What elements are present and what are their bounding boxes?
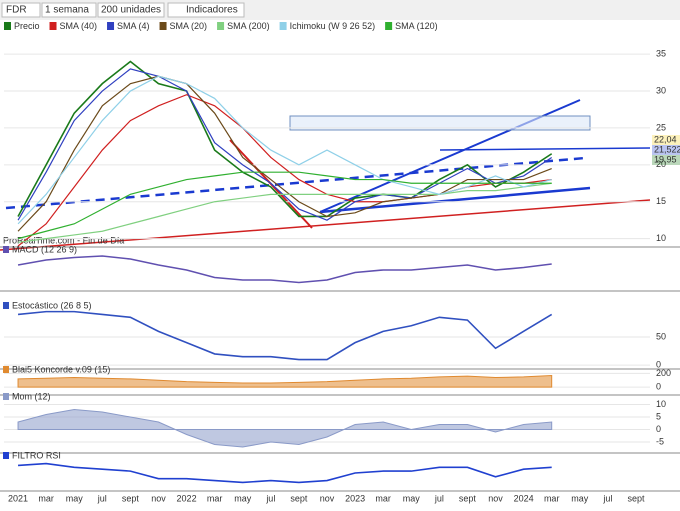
line: [17, 171, 552, 240]
trend-red: [0, 199, 651, 251]
x-tick-label: may: [234, 493, 252, 503]
panel-icon: [3, 393, 9, 400]
area: [17, 408, 553, 448]
y-tick-label: 50: [656, 331, 666, 341]
price-tag: [652, 135, 680, 145]
legend-swatch: [107, 22, 115, 30]
price-tag-label: 22,04: [654, 134, 677, 144]
panel-title: FILTRO RSI: [12, 450, 61, 460]
price-tag-label: 21,522: [654, 144, 680, 154]
y-tick-label: 35: [656, 49, 666, 59]
indicators[interactable]: Indicadores: [186, 5, 238, 16]
y-tick-label: 0: [656, 360, 661, 370]
panel-title: Mom (12): [12, 391, 51, 401]
line: [17, 255, 552, 284]
panel-icon: [3, 246, 9, 253]
legend-swatch: [279, 22, 287, 30]
y-tick-label: 30: [656, 85, 666, 95]
ticker[interactable]: FDR: [6, 5, 27, 16]
legend-swatch: [159, 22, 167, 30]
zone: [289, 115, 591, 131]
x-tick-label: may: [571, 493, 589, 503]
x-tick-label: may: [403, 493, 421, 503]
price-tag-label: 19,95: [654, 154, 677, 164]
ticker-box[interactable]: [1, 2, 41, 18]
legend-label: SMA (120): [395, 21, 438, 31]
x-tick-label: mar: [207, 493, 223, 503]
line: [17, 68, 553, 221]
legend-swatch: [217, 22, 225, 30]
panel-icon: [3, 302, 9, 309]
price-tag: [652, 155, 680, 165]
x-tick-label: sept: [122, 493, 140, 503]
x-tick-label: 2021: [8, 493, 28, 503]
x-tick-label: 2024: [514, 493, 534, 503]
x-tick-label: mar: [544, 493, 560, 503]
x-tick-label: nov: [488, 493, 503, 503]
x-tick-label: jul: [265, 493, 275, 503]
legend-swatch: [49, 22, 57, 30]
line: [17, 462, 552, 484]
y-tick-label: 20: [656, 159, 666, 169]
x-tick-label: mar: [38, 493, 54, 503]
panel-title: Blai5 Koncorde v.09 (15): [12, 364, 110, 374]
y-tick-label: 10: [656, 399, 666, 409]
trend-horizontal: [439, 147, 651, 151]
x-tick-label: 2023: [345, 493, 365, 503]
y-tick-label: 25: [656, 122, 666, 132]
x-tick-label: jul: [602, 493, 612, 503]
footer: ProRealTime.com - Fin de Día: [3, 235, 124, 245]
legend-swatch: [385, 22, 393, 30]
legend-label: SMA (4): [117, 21, 150, 31]
legend-label: Precio: [14, 21, 40, 31]
panel-title: MACD (12 26 9): [12, 244, 77, 254]
x-tick-label: sept: [627, 493, 645, 503]
y-tick-label: 15: [656, 196, 666, 206]
y-tick-label: 200: [656, 368, 671, 378]
legend-swatch: [4, 22, 11, 30]
panel-icon: [3, 452, 9, 459]
area: [17, 374, 553, 388]
y-tick-label: -5: [656, 436, 664, 446]
price-tag: [652, 145, 680, 155]
x-tick-label: mar: [375, 493, 391, 503]
period-box[interactable]: [41, 2, 97, 18]
panel-title: Estocástico (26 8 5): [12, 300, 92, 310]
x-tick-label: 2022: [177, 493, 197, 503]
units-box[interactable]: [97, 2, 165, 18]
x-tick-label: nov: [320, 493, 335, 503]
line: [17, 182, 552, 243]
y-tick-label: 0: [656, 424, 661, 434]
trend-dashed: [5, 156, 586, 210]
x-tick-label: sept: [459, 493, 477, 503]
legend-label: SMA (20): [170, 21, 208, 31]
period[interactable]: 1 semana: [45, 5, 89, 16]
indicators-box[interactable]: [167, 2, 245, 18]
line: [17, 60, 553, 218]
y-tick-label: 5: [656, 411, 661, 421]
y-tick-label: 0: [656, 382, 661, 392]
legend-label: SMA (200): [227, 21, 270, 31]
y-tick-label: 10: [656, 233, 666, 243]
line: [17, 75, 552, 225]
x-tick-label: may: [66, 493, 84, 503]
panel-icon: [3, 366, 9, 373]
line: [17, 310, 553, 361]
line: [17, 75, 552, 232]
trend-support: [319, 186, 591, 214]
x-tick-label: sept: [290, 493, 308, 503]
units[interactable]: 200 unidades: [101, 5, 161, 16]
x-tick-label: jul: [434, 493, 444, 503]
legend-label: Ichimoku (W 9 26 52): [290, 21, 376, 31]
x-tick-label: jul: [97, 493, 107, 503]
legend-label: SMA (40): [60, 21, 98, 31]
x-tick-label: nov: [151, 493, 166, 503]
